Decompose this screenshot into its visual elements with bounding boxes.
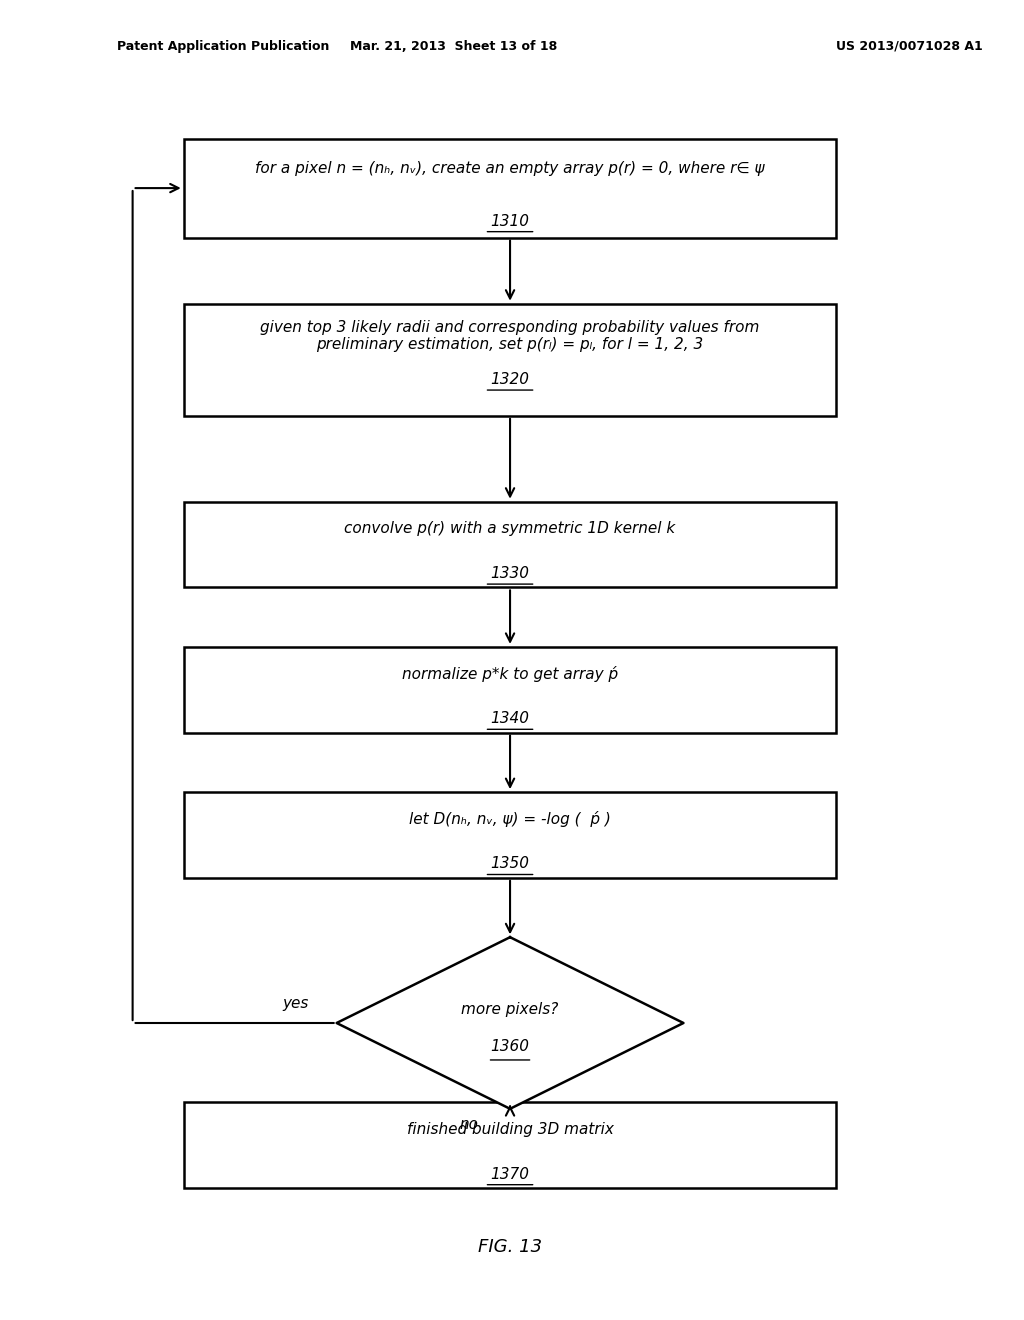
Text: 1340: 1340 <box>490 711 529 726</box>
Bar <box>183 502 837 587</box>
Text: US 2013/0071028 A1: US 2013/0071028 A1 <box>837 40 983 53</box>
Text: Patent Application Publication: Patent Application Publication <box>118 40 330 53</box>
Text: 1370: 1370 <box>490 1167 529 1181</box>
Text: yes: yes <box>283 995 309 1011</box>
Text: FIG. 13: FIG. 13 <box>478 1238 542 1257</box>
Text: finished building 3D matrix: finished building 3D matrix <box>407 1122 613 1137</box>
Text: Mar. 21, 2013  Sheet 13 of 18: Mar. 21, 2013 Sheet 13 of 18 <box>350 40 558 53</box>
Text: convolve p(r) with a symmetric 1D kernel k: convolve p(r) with a symmetric 1D kernel… <box>344 521 676 536</box>
Text: 1320: 1320 <box>490 372 529 387</box>
Bar <box>183 139 837 238</box>
Text: no: no <box>460 1117 479 1133</box>
Text: let D(nₕ, nᵥ, ψ) = -log (  ṕ ): let D(nₕ, nᵥ, ψ) = -log ( ṕ ) <box>410 810 611 828</box>
Bar <box>183 1102 837 1188</box>
Text: given top 3 likely radii and corresponding probability values from
preliminary e: given top 3 likely radii and correspondi… <box>260 319 760 352</box>
Bar <box>183 647 837 733</box>
Text: 1360: 1360 <box>490 1039 529 1055</box>
Text: more pixels?: more pixels? <box>462 1002 559 1018</box>
Text: 1310: 1310 <box>490 214 529 228</box>
Text: for a pixel n = (nₕ, nᵥ), create an empty array p(r) = 0, where r∈ ψ: for a pixel n = (nₕ, nᵥ), create an empt… <box>255 161 765 176</box>
Text: normalize p*k to get array ṕ: normalize p*k to get array ṕ <box>402 665 618 682</box>
Bar <box>183 304 837 416</box>
Text: 1350: 1350 <box>490 857 529 871</box>
Text: 1330: 1330 <box>490 566 529 581</box>
Polygon shape <box>337 937 683 1109</box>
Bar <box>183 792 837 878</box>
